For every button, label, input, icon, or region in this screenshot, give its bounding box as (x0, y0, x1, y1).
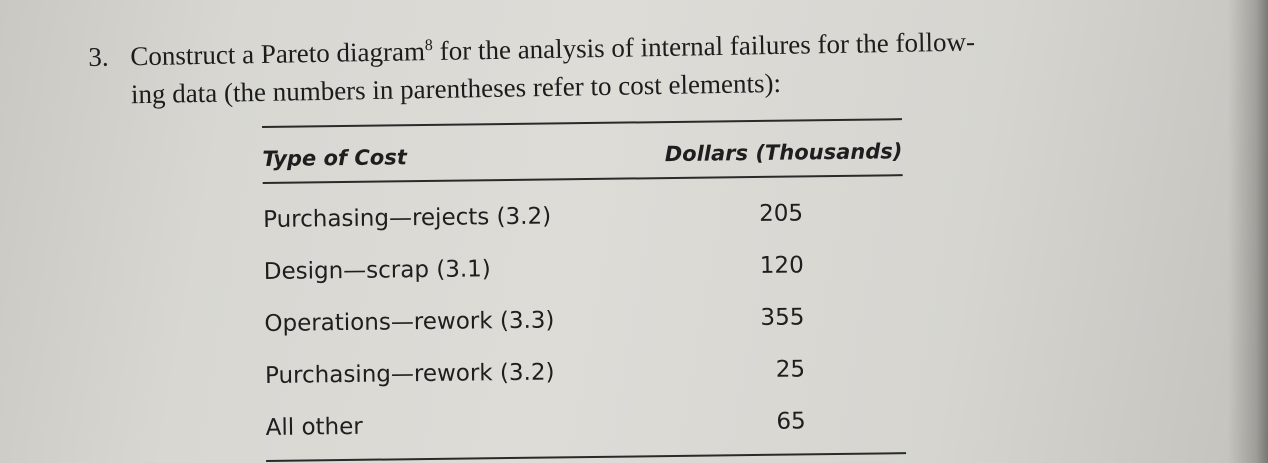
table-row: Operations—rework (3.3) 355 (264, 290, 905, 350)
table-header-rule (262, 174, 903, 184)
cost-type-cell: Operations—rework (3.3) (264, 307, 555, 337)
table-header-row: Type of Cost Dollars (Thousands) (262, 134, 902, 176)
dollars-cell: 25 (775, 356, 806, 383)
cost-type-cell: Purchasing—rework (3.2) (264, 359, 555, 389)
dollars-cell: 205 (759, 200, 804, 227)
question-line-1-start: Construct a Pareto diagram (130, 36, 426, 72)
cost-type-cell: All other (265, 413, 363, 441)
dollars-cell: 65 (776, 408, 806, 435)
page-edge-shadow (1228, 0, 1268, 463)
question-number: 3. (88, 41, 109, 72)
table-top-rule (262, 118, 902, 128)
question-text: 3. Construct a Pareto diagram8 for the an… (88, 20, 1149, 114)
table-row: All other 65 (265, 394, 906, 454)
cost-table: Type of Cost Dollars (Thousands) Purchas… (262, 118, 907, 462)
cost-type-cell: Purchasing—rejects (3.2) (262, 203, 552, 233)
table-row: Purchasing—rejects (3.2) 205 (263, 186, 904, 246)
cost-type-cell: Design—scrap (3.1) (263, 256, 491, 285)
question-line-1-end: for the analysis of internal failures fo… (432, 26, 976, 66)
header-dollars: Dollars (Thousands) (664, 139, 903, 167)
table-row: Design—scrap (3.1) 120 (263, 238, 904, 298)
table-row: Purchasing—rework (3.2) 25 (265, 342, 906, 402)
table-bottom-rule (266, 452, 907, 462)
footnote-marker: 8 (424, 36, 434, 55)
dollars-cell: 355 (760, 304, 805, 331)
header-type-of-cost: Type of Cost (262, 145, 407, 171)
dollars-cell: 120 (759, 252, 804, 279)
